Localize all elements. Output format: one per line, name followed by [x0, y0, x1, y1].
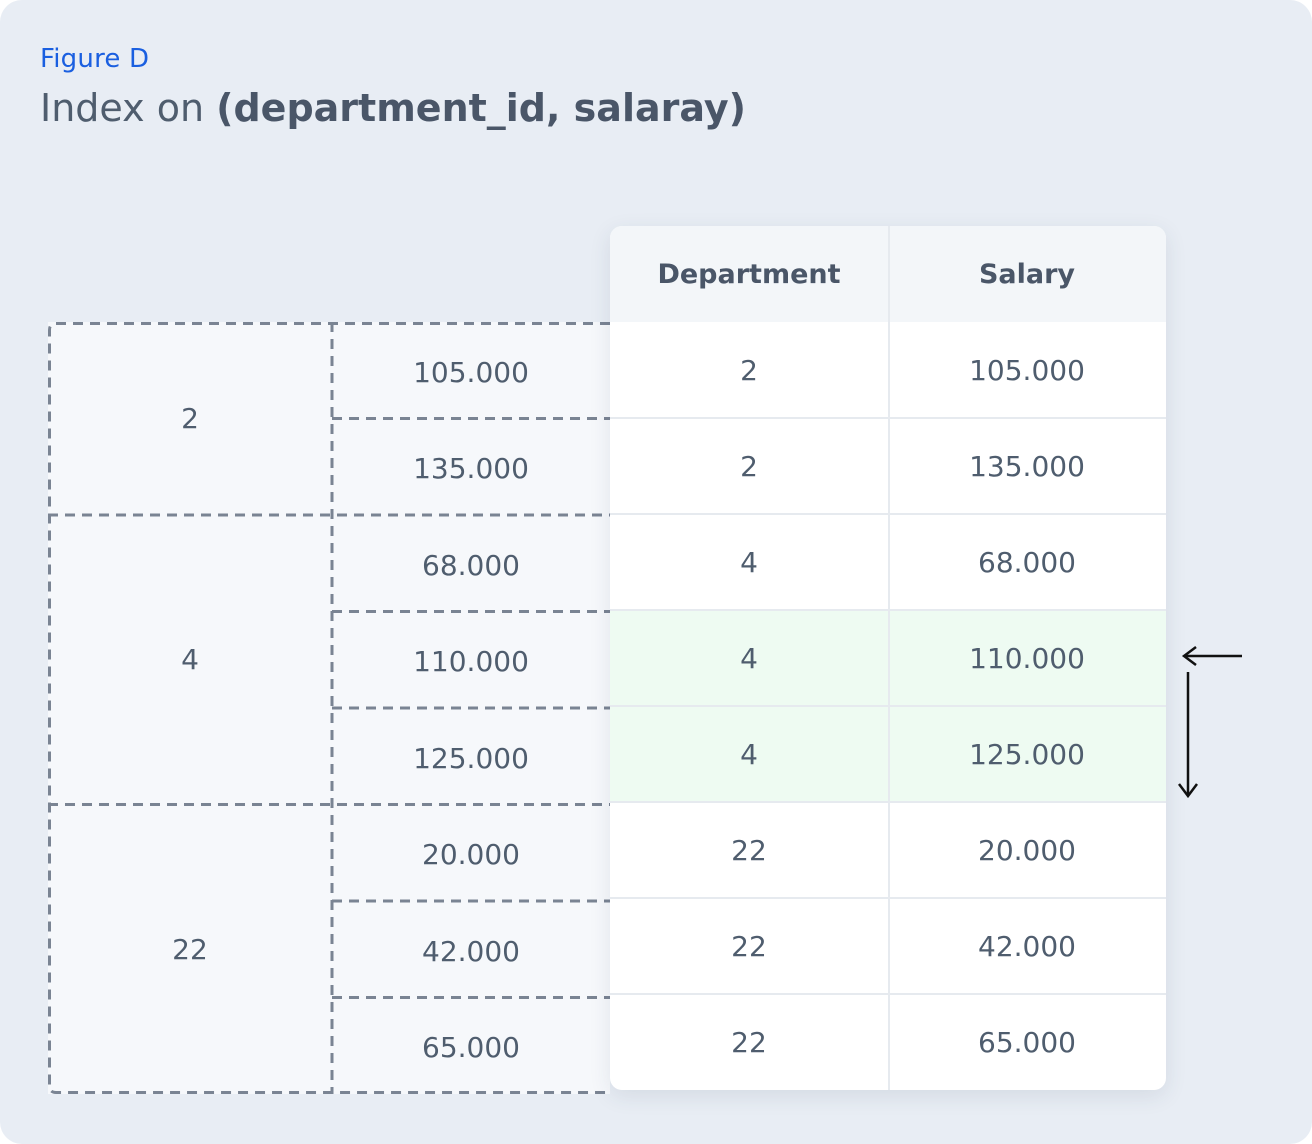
figure-title-bold: (department_id, salaray): [216, 86, 746, 130]
salary-cell: 135.000: [969, 449, 1085, 483]
department-cell: 22: [731, 833, 767, 867]
index-background: [48, 322, 610, 1094]
figure-title: Index on (department_id, salaray): [40, 86, 746, 130]
salary-cell: 110.000: [969, 641, 1085, 675]
figure-title-prefix: Index on: [40, 86, 217, 130]
table-row: 22 20.000: [610, 802, 1166, 898]
department-cell: 4: [740, 545, 758, 579]
table-row: 22 65.000: [610, 994, 1166, 1090]
salary-cell: 68.000: [978, 545, 1076, 579]
salary-cell: 125.000: [969, 737, 1085, 771]
table-row: 22 42.000: [610, 898, 1166, 994]
table-row: 2 105.000: [610, 322, 1166, 418]
header-department: Department: [657, 258, 841, 290]
salary-cell: 105.000: [969, 353, 1085, 387]
index-salary-cell: 20.000: [422, 838, 520, 872]
table-row: 2 135.000: [610, 418, 1166, 514]
index-outer-border: [48, 322, 610, 1094]
figure-label: Figure D: [40, 44, 150, 74]
index-salary-cell: 110.000: [413, 645, 529, 679]
index-department-cell: 2: [181, 402, 199, 435]
department-cell: 4: [740, 641, 758, 675]
index-salary-cell: 42.000: [422, 934, 520, 968]
index-salary-cell: 125.000: [413, 741, 529, 775]
salary-cell: 20.000: [978, 833, 1076, 867]
scan-arrows: [1178, 646, 1242, 799]
department-cell: 2: [740, 449, 758, 483]
arrow-down-icon: [1178, 672, 1198, 799]
salary-cell: 65.000: [978, 1025, 1076, 1059]
index-salary-cell: 68.000: [422, 548, 520, 582]
salary-cell: 42.000: [978, 929, 1076, 963]
index-tree: 2 105.000 135.000 4 68.000 110.000 125.000 22 20…: [48, 322, 610, 1094]
arrow-left-icon: [1181, 646, 1242, 666]
department-cell: 2: [740, 353, 758, 387]
index-salary-cell: 65.000: [422, 1031, 520, 1065]
index-salary-cell: 105.000: [413, 355, 529, 389]
table-row: 4 68.000: [610, 514, 1166, 610]
department-cell: 4: [740, 737, 758, 771]
salary-table: Department Salary 2 105.000 2 135.000 4 68.000 4…: [610, 226, 1166, 1090]
department-cell: 22: [731, 1025, 767, 1059]
index-dashed-lines: [48, 322, 610, 1094]
header-salary: Salary: [978, 258, 1076, 290]
department-cell: 22: [731, 929, 767, 963]
index-department-cell: 4: [181, 643, 199, 677]
column-divider: [888, 226, 890, 1090]
index-salary-cell: 135.000: [413, 452, 529, 486]
index-department-cell: 22: [172, 932, 208, 966]
